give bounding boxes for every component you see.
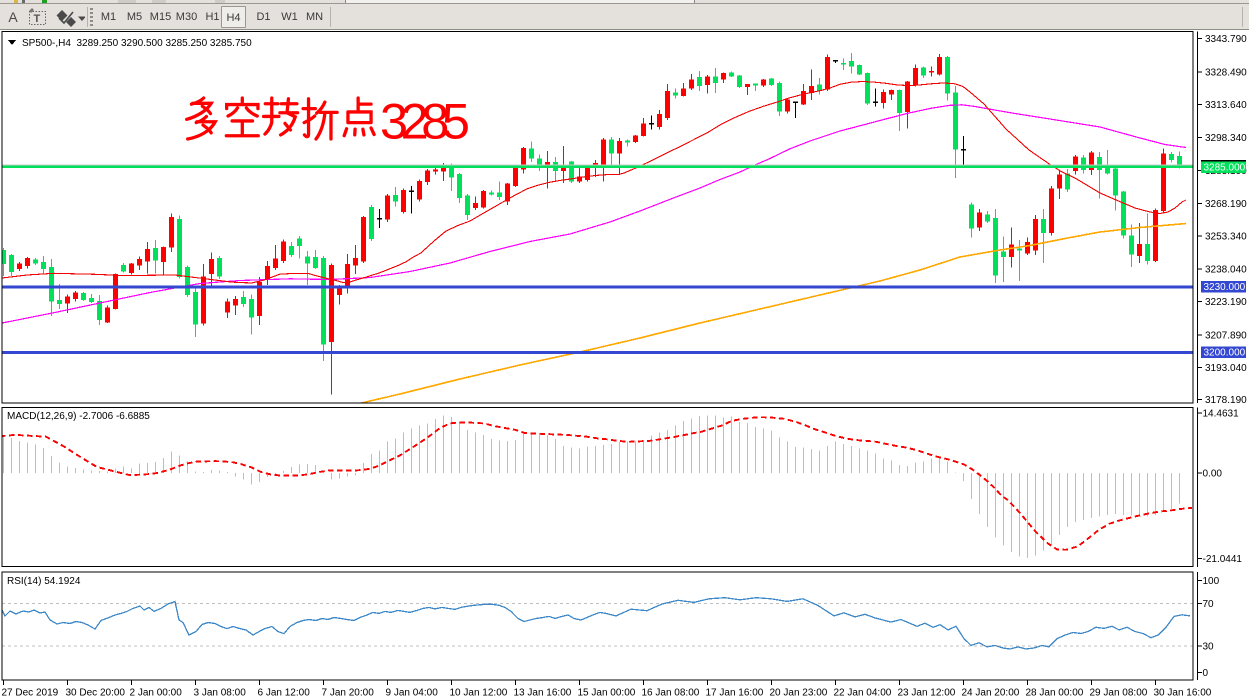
svg-text:3328.490: 3328.490 — [1205, 67, 1247, 78]
svg-text:17 Jan 16:00: 17 Jan 16:00 — [706, 688, 764, 699]
svg-text:3223.190: 3223.190 — [1205, 297, 1247, 308]
svg-text:13 Jan 16:00: 13 Jan 16:00 — [514, 688, 572, 699]
svg-text:10 Jan 12:00: 10 Jan 12:00 — [450, 688, 508, 699]
svg-text:28 Jan 00:00: 28 Jan 00:00 — [1026, 688, 1084, 699]
svg-text:100: 100 — [1203, 576, 1220, 587]
svg-text:3285: 3285 — [380, 93, 470, 150]
svg-text:3343.790: 3343.790 — [1205, 34, 1247, 45]
svg-text:3207.890: 3207.890 — [1205, 330, 1247, 341]
svg-text:3268.190: 3268.190 — [1205, 199, 1247, 210]
svg-text:70: 70 — [1203, 599, 1215, 610]
svg-text:0.00: 0.00 — [1203, 468, 1223, 479]
svg-text:RSI(14) 54.1924: RSI(14) 54.1924 — [7, 576, 81, 587]
svg-text:30 Dec 20:00: 30 Dec 20:00 — [66, 688, 126, 699]
svg-text:3285.000: 3285.000 — [1204, 163, 1246, 174]
svg-text:3238.040: 3238.040 — [1205, 265, 1247, 276]
svg-text:T: T — [34, 13, 41, 25]
svg-text:3230.000: 3230.000 — [1204, 282, 1246, 293]
svg-text:20 Jan 23:00: 20 Jan 23:00 — [770, 688, 828, 699]
svg-text:29 Jan 08:00: 29 Jan 08:00 — [1090, 688, 1148, 699]
svg-text:23 Jan 12:00: 23 Jan 12:00 — [898, 688, 956, 699]
svg-text:24 Jan 20:00: 24 Jan 20:00 — [962, 688, 1020, 699]
svg-text:6 Jan 12:00: 6 Jan 12:00 — [258, 688, 311, 699]
svg-text:3 Jan 08:00: 3 Jan 08:00 — [194, 688, 247, 699]
svg-text:3200.000: 3200.000 — [1204, 348, 1246, 359]
svg-text:2 Jan 00:00: 2 Jan 00:00 — [130, 688, 183, 699]
svg-text:3193.040: 3193.040 — [1205, 363, 1247, 374]
svg-text:16 Jan 08:00: 16 Jan 08:00 — [642, 688, 700, 699]
svg-text:3178.190: 3178.190 — [1205, 395, 1247, 406]
svg-text:27 Dec 2019: 27 Dec 2019 — [2, 688, 59, 699]
svg-text:7 Jan 20:00: 7 Jan 20:00 — [322, 688, 375, 699]
svg-text:0: 0 — [1203, 668, 1209, 679]
svg-text:SP500-,H4 3289.250 3290.500 3: SP500-,H4 3289.250 3290.500 3285.250 328… — [22, 38, 252, 49]
svg-text:MACD(12,26,9) -2.7006 -6.6885: MACD(12,26,9) -2.7006 -6.6885 — [7, 411, 150, 422]
svg-text:30: 30 — [1203, 642, 1215, 653]
svg-text:14.4631: 14.4631 — [1203, 408, 1240, 419]
svg-text:3298.340: 3298.340 — [1205, 133, 1247, 144]
svg-text:9 Jan 04:00: 9 Jan 04:00 — [386, 688, 439, 699]
svg-text:3313.640: 3313.640 — [1205, 100, 1247, 111]
svg-text:-21.0441: -21.0441 — [1203, 554, 1243, 565]
svg-text:3253.340: 3253.340 — [1205, 231, 1247, 242]
svg-text:30 Jan 16:00: 30 Jan 16:00 — [1154, 688, 1212, 699]
svg-text:15 Jan 00:00: 15 Jan 00:00 — [578, 688, 636, 699]
svg-text:22 Jan 04:00: 22 Jan 04:00 — [834, 688, 892, 699]
